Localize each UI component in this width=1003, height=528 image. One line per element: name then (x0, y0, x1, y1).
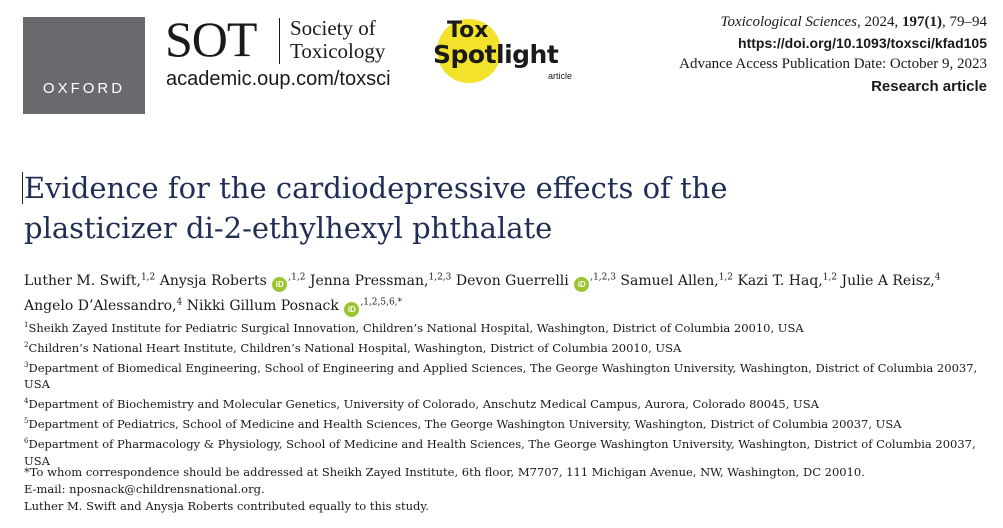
sot-logo-divider (279, 18, 280, 64)
affiliation-number: 1 (24, 321, 29, 329)
correspondence-note: *To whom correspondence should be addres… (24, 464, 994, 515)
affiliation-text: Children’s National Heart Institute, Chi… (28, 340, 682, 355)
journal-name: Toxicological Sciences (720, 14, 858, 30)
tox-spotlight-logo-circle (437, 19, 501, 83)
author-name-text: Jenna Pressman, (309, 272, 429, 289)
author-affiliation-sup: ,1,2 (288, 272, 306, 282)
author-name[interactable]: Nikki Gillum Posnack iD,1,2,5,6,* (186, 297, 403, 318)
sot-logo-name: Society of Toxicology (290, 17, 405, 63)
author-name-text: Kazi T. Haq, (737, 272, 823, 289)
affiliation-text: Sheikh Zayed Institute for Pediatric Sur… (28, 320, 804, 335)
affiliation-number: 6 (24, 437, 29, 446)
journal-pages: , 79–94 (942, 14, 987, 30)
orcid-icon[interactable]: iD (344, 302, 360, 318)
oxford-logo: OXFORD (23, 17, 145, 114)
author-affiliation-sup: 1,2 (718, 272, 734, 282)
article-title-line2: plasticizer di-2-ethylhexyl phthalate (24, 211, 553, 245)
affiliation-item: 3Department of Biomedical Engineering, S… (24, 357, 994, 394)
author-name[interactable]: Devon Guerrelli iD,1,2,3 (455, 272, 616, 292)
affiliation-number: 2 (24, 340, 29, 349)
affiliation-list: 1Sheikh Zayed Institute for Pediatric Su… (24, 317, 994, 470)
journal-citation: Toxicological Sciences, 2024, 197(1), 79… (679, 12, 988, 33)
author-affiliation-sup: 1,2,3 (428, 272, 452, 282)
author-name-text: Samuel Allen, (620, 272, 719, 289)
author-affiliation-sup: 4 (934, 272, 941, 282)
author-name-text: Nikki Gillum Posnack (186, 298, 339, 315)
author-name-text: Luther M. Swift, (24, 272, 141, 289)
affiliation-number: 3 (24, 360, 29, 369)
author-list: Luther M. Swift,1,2 Anysja Roberts iD,1,… (24, 266, 954, 318)
author-name[interactable]: Samuel Allen,1,2 (620, 272, 734, 289)
correspondence-address: *To whom correspondence should be addres… (24, 465, 865, 479)
author-name-text: Angelo D’Alessandro, (24, 298, 177, 315)
author-name[interactable]: Kazi T. Haq,1,2 (737, 272, 838, 289)
sot-name-line2: Toxicology (290, 39, 386, 63)
equal-contribution-note: Luther M. Swift and Anysja Roberts contr… (24, 499, 430, 513)
author-name[interactable]: Angelo D’Alessandro,4 (24, 297, 183, 315)
author-affiliation-sup: 1,2 (140, 272, 156, 282)
correspondence-email[interactable]: E-mail: nposnack@childrensnational.org. (24, 482, 265, 496)
affiliation-item: 1Sheikh Zayed Institute for Pediatric Su… (24, 317, 994, 337)
doi-link[interactable]: https://doi.org/10.1093/toxsci/kfad105 (738, 35, 987, 51)
author-name[interactable]: Anysja Roberts iD,1,2 (159, 272, 306, 292)
author-name[interactable]: Julie A Reisz,4 (841, 272, 941, 289)
sot-logo-abbrev: SOT (165, 11, 257, 67)
affiliation-text: Department of Biomedical Engineering, Sc… (24, 360, 978, 392)
tox-spotlight-tox: Tox (447, 18, 489, 43)
author-name-text: Julie A Reisz, (841, 272, 935, 289)
journal-year: , 2024, (857, 14, 902, 30)
affiliation-number: 4 (24, 397, 29, 406)
article-title-line1: Evidence for the cardiodepressive effect… (24, 171, 728, 205)
oxford-logo-text: OXFORD (42, 80, 126, 97)
article-type: Research article (871, 78, 987, 95)
author-affiliation-sup: 1,2 (822, 272, 838, 282)
author-name-text: Devon Guerrelli (455, 272, 569, 289)
journal-url[interactable]: academic.oup.com/toxsci (166, 68, 391, 90)
affiliation-text: Department of Biochemistry and Molecular… (28, 397, 819, 412)
affiliation-item: 5Department of Pediatrics, School of Med… (24, 413, 994, 433)
journal-vol: 197(1) (902, 14, 942, 30)
journal-volume: , 2024, 197(1), 79–94 (857, 14, 987, 30)
citation-meta: Toxicological Sciences, 2024, 197(1), 79… (679, 12, 987, 97)
advance-access-date: Advance Access Publication Date: October… (679, 56, 987, 72)
affiliation-number: 5 (24, 417, 29, 426)
orcid-icon[interactable]: iD (272, 276, 288, 292)
text-cursor (22, 172, 23, 204)
author-affiliation-sup: 4 (176, 297, 183, 308)
author-affiliation-sup: ,1,2,5,6,* (360, 297, 403, 308)
article-title: Evidence for the cardiodepressive effect… (24, 168, 924, 248)
tox-spotlight-article: article (548, 71, 573, 81)
author-name[interactable]: Jenna Pressman,1,2,3 (309, 272, 452, 289)
affiliation-text: Department of Pharmacology & Physiology,… (24, 436, 976, 468)
affiliation-item: 2Children’s National Heart Institute, Ch… (24, 337, 994, 357)
affiliation-item: 4Department of Biochemistry and Molecula… (24, 393, 994, 413)
orcid-icon[interactable]: iD (574, 276, 590, 292)
author-name-text: Anysja Roberts (159, 272, 267, 289)
affiliation-text: Department of Pediatrics, School of Medi… (28, 417, 902, 432)
author-affiliation-sup: ,1,2,3 (590, 272, 616, 282)
tox-spotlight-spotlight: Spotlight (433, 40, 559, 69)
affiliation-item: 6Department of Pharmacology & Physiology… (24, 433, 994, 470)
sot-name-line1: Society of (290, 16, 376, 40)
author-name[interactable]: Luther M. Swift,1,2 (24, 272, 156, 289)
